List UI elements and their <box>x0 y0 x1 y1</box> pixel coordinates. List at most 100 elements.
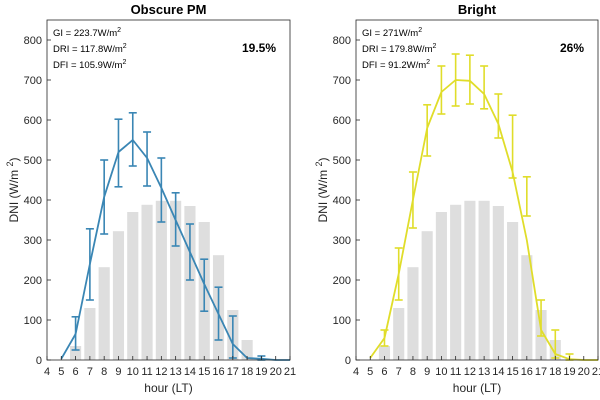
bar-7 <box>393 308 405 360</box>
annotation-dfi: DFI = 105.9W/m2 <box>53 59 126 71</box>
errorbar-6 <box>71 315 80 351</box>
x-tick-label: 20 <box>270 366 282 378</box>
x-tick-label: 11 <box>450 366 461 378</box>
x-tick-label: 6 <box>73 366 79 378</box>
errorbar-14 <box>494 93 503 139</box>
x-tick-label: 12 <box>155 366 167 378</box>
y-tick-label: 200 <box>333 275 351 287</box>
x-tick-label: 21 <box>284 366 296 378</box>
y-tick-label: 300 <box>333 235 351 247</box>
x-tick-label: 16 <box>521 366 533 378</box>
errorbar-9 <box>423 104 432 157</box>
errorbar-8 <box>100 159 109 235</box>
y-tick-label: 200 <box>24 275 42 287</box>
chart-panel-1: 4 5 6 7 8 9 10 11 12 13 14 15 16 17 18 19 20 21 0 100 200 300… <box>5 2 296 395</box>
axes-frame <box>355 19 599 361</box>
x-tick-label: 4 <box>353 366 359 378</box>
errorbar-15 <box>508 114 517 179</box>
bar-13 <box>478 200 490 360</box>
x-tick-label: 5 <box>58 366 64 378</box>
errorbar-8 <box>408 171 417 229</box>
bar-10 <box>127 212 139 360</box>
errorbar-10 <box>128 112 137 167</box>
annotation-percent: 19.5% <box>242 41 276 55</box>
x-tick-label: 10 <box>127 366 139 378</box>
x-tick-label: 7 <box>396 366 402 378</box>
x-tick-label: 14 <box>492 366 504 378</box>
x-tick-label: 15 <box>198 366 210 378</box>
chart-title: Obscure PM <box>131 2 207 17</box>
x-axis-label: hour (LT) <box>144 381 192 395</box>
y-tick-label: 700 <box>333 75 351 87</box>
errorbar-16 <box>522 176 531 217</box>
y-tick-label: 100 <box>333 315 351 327</box>
errorbar-12 <box>157 157 166 223</box>
bar-18 <box>241 340 253 360</box>
errorbar-7 <box>85 228 94 301</box>
bar-9 <box>112 231 125 360</box>
x-tick-label: 20 <box>578 366 590 378</box>
y-tick-label: 500 <box>24 155 42 167</box>
y-tick-label: 800 <box>24 35 42 47</box>
x-tick-label: 19 <box>255 366 267 378</box>
x-tick-label: 9 <box>424 366 430 378</box>
annotation-gi: GI = 223.7W/m2 <box>53 27 121 39</box>
errorbar-13 <box>171 192 180 247</box>
x-tick-label: 13 <box>478 366 490 378</box>
x-tick-label: 8 <box>101 366 107 378</box>
x-tick-label: 6 <box>381 366 387 378</box>
x-tick-label: 17 <box>227 366 239 378</box>
bar-7 <box>84 308 96 360</box>
bar-6 <box>378 346 391 360</box>
errorbar-13 <box>480 65 489 110</box>
errorbar-11 <box>143 131 152 187</box>
errorbar-7 <box>394 247 403 301</box>
x-tick-label: 7 <box>87 366 93 378</box>
y-tick-label: 400 <box>333 195 351 207</box>
bar-12 <box>464 200 476 360</box>
x-tick-label: 17 <box>535 366 547 378</box>
y-tick-label: 800 <box>333 35 351 47</box>
errorbar-12 <box>465 54 474 105</box>
annotation-dri: DRI = 179.8W/m2 <box>362 43 436 55</box>
x-tick-label: 21 <box>592 366 600 378</box>
errorbar-6 <box>380 329 389 347</box>
bar-8 <box>98 267 110 360</box>
y-axis-label: DNI (W/m 2) <box>314 157 330 222</box>
y-tick-label: 100 <box>24 315 42 327</box>
bar-14 <box>492 206 504 360</box>
annotation-percent: 26% <box>560 41 584 55</box>
bar-13 <box>170 200 182 360</box>
x-tick-label: 15 <box>506 366 518 378</box>
y-tick-label: 600 <box>24 115 42 127</box>
errorbar-11 <box>451 53 460 107</box>
bar-10 <box>435 212 447 360</box>
x-tick-label: 11 <box>141 366 152 378</box>
bar-11 <box>141 204 153 360</box>
axes-frame <box>46 19 291 361</box>
annotation-dri: DRI = 117.8W/m2 <box>53 43 127 55</box>
errorbar-10 <box>437 65 446 115</box>
y-tick-label: 0 <box>345 355 351 367</box>
annotation-gi: GI = 271W/m2 <box>362 27 422 39</box>
y-tick-label: 0 <box>36 355 42 367</box>
x-tick-label: 14 <box>184 366 196 378</box>
x-tick-label: 8 <box>410 366 416 378</box>
errorbar-16 <box>214 286 223 341</box>
y-tick-label: 500 <box>333 155 351 167</box>
x-tick-label: 16 <box>212 366 224 378</box>
y-tick-label: 600 <box>333 115 351 127</box>
x-tick-label: 18 <box>241 366 253 378</box>
bar-15 <box>507 222 519 360</box>
x-tick-label: 18 <box>549 366 561 378</box>
y-axis-label: DNI (W/m 2) <box>5 157 21 222</box>
chart-title: Bright <box>458 2 497 17</box>
bar-14 <box>184 206 196 360</box>
bar-12 <box>155 200 167 360</box>
bar-11 <box>450 204 462 360</box>
errorbar-17 <box>537 299 546 337</box>
bar-16 <box>521 255 533 360</box>
annotation-dfi: DFI = 91.2W/m2 <box>362 59 430 71</box>
errorbar-14 <box>185 223 194 281</box>
